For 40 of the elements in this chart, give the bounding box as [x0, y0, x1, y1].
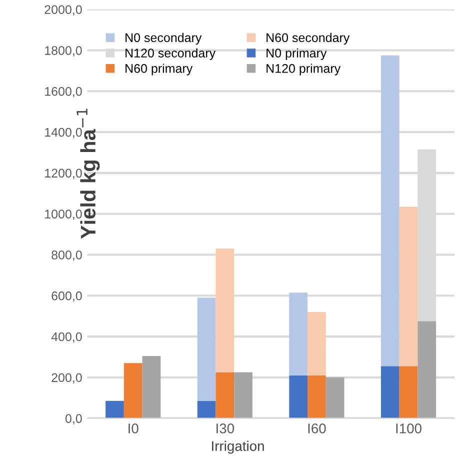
legend-label: N0 secondary — [126, 32, 202, 45]
y-tick-label: 200,0 — [52, 373, 82, 384]
legend-label: N0 primary — [266, 48, 327, 60]
y-tick-label: 400,0 — [51, 332, 82, 343]
bar — [216, 372, 234, 418]
legend-label: N120 primary — [266, 64, 341, 76]
y-tick-label: 800,0 — [52, 250, 82, 261]
bar — [124, 363, 142, 418]
bar — [197, 400, 216, 418]
bar — [308, 312, 326, 376]
bar — [399, 366, 418, 418]
bar — [399, 206, 418, 366]
legend-label: N120 secondary — [126, 48, 216, 60]
bar — [197, 298, 216, 401]
y-tick-label: 600,0 — [52, 291, 82, 302]
x-tick-label: I100 — [396, 424, 422, 434]
bar — [380, 55, 400, 366]
bar — [142, 356, 161, 418]
y-tick-label: 0,0 — [65, 414, 82, 424]
x-tick-label: I60 — [308, 424, 326, 434]
y-tick-label: 1400,0 — [45, 128, 82, 138]
bar — [308, 375, 326, 418]
bar — [289, 292, 308, 376]
legend-label: N60 secondary — [266, 32, 350, 45]
bar — [234, 372, 252, 418]
y-tick-label: 2000,0 — [44, 5, 82, 16]
x-tick-label: I30 — [216, 424, 234, 434]
bar — [380, 366, 400, 418]
x-tick-label: I0 — [128, 424, 138, 434]
y-tick-label: 1600,0 — [45, 86, 82, 98]
y-tick-label: 1200,0 — [45, 168, 82, 180]
legend-label: N60 primary — [126, 64, 193, 76]
x-axis-title: Irrigation — [212, 440, 264, 454]
y-tick-label: 1000,0 — [45, 210, 82, 220]
bar — [216, 248, 234, 372]
bar — [326, 377, 344, 418]
bar — [418, 321, 436, 418]
bar — [106, 400, 124, 418]
y-tick-label: 1800,0 — [45, 46, 82, 56]
bar — [289, 375, 308, 418]
